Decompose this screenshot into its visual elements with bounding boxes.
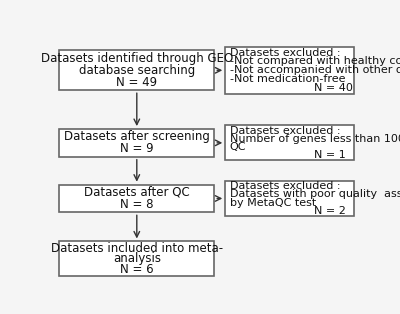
- FancyBboxPatch shape: [59, 129, 214, 157]
- Text: N = 1: N = 1: [230, 150, 346, 160]
- Text: Datasets after screening: Datasets after screening: [64, 130, 210, 143]
- Text: Datasets with poor quality  assessed: Datasets with poor quality assessed: [230, 189, 400, 199]
- FancyBboxPatch shape: [225, 181, 354, 216]
- FancyBboxPatch shape: [59, 50, 214, 90]
- Text: analysis: analysis: [113, 252, 161, 265]
- Text: Datasets included into meta-: Datasets included into meta-: [51, 242, 223, 255]
- Text: Datasets excluded :: Datasets excluded :: [230, 181, 340, 191]
- Text: Datasets excluded :: Datasets excluded :: [230, 47, 340, 57]
- Text: -Not compared with healthy controls: -Not compared with healthy controls: [230, 57, 400, 67]
- Text: N = 49: N = 49: [116, 76, 157, 89]
- Text: N = 40: N = 40: [230, 83, 353, 93]
- FancyBboxPatch shape: [59, 185, 214, 212]
- Text: database searching: database searching: [79, 64, 195, 77]
- Text: N = 6: N = 6: [120, 263, 154, 276]
- Text: Datasets excluded :: Datasets excluded :: [230, 126, 340, 136]
- Text: N = 8: N = 8: [120, 198, 154, 211]
- Text: Datasets after QC: Datasets after QC: [84, 186, 190, 199]
- Text: Datasets identified through GEO: Datasets identified through GEO: [41, 52, 233, 65]
- FancyBboxPatch shape: [225, 125, 354, 160]
- Text: -Not accompanied with other disease: -Not accompanied with other disease: [230, 65, 400, 75]
- Text: Number of genes less than 10000 after: Number of genes less than 10000 after: [230, 134, 400, 144]
- FancyBboxPatch shape: [225, 47, 354, 94]
- FancyBboxPatch shape: [59, 241, 214, 276]
- Text: QC: QC: [230, 142, 246, 152]
- Text: by MetaQC test: by MetaQC test: [230, 198, 316, 208]
- Text: -Not medication-free: -Not medication-free: [230, 74, 345, 84]
- Text: N = 2: N = 2: [230, 206, 346, 216]
- Text: N = 9: N = 9: [120, 142, 154, 155]
